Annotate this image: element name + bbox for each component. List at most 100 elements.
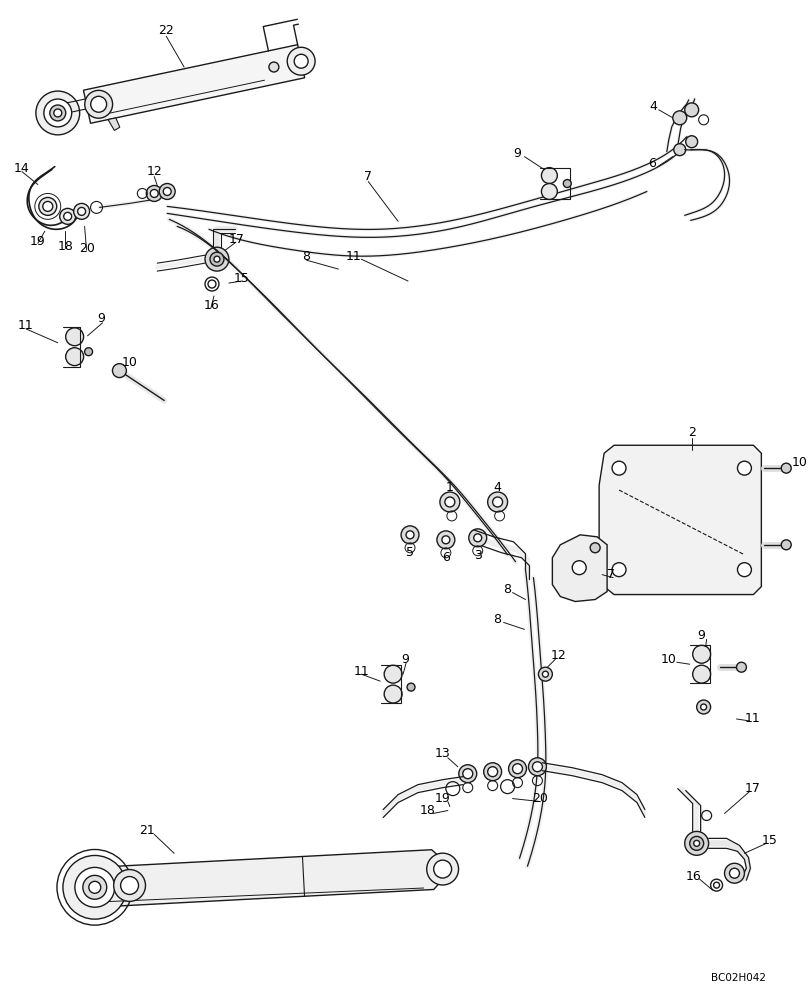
Circle shape bbox=[75, 867, 115, 907]
Text: 15: 15 bbox=[234, 272, 250, 285]
Circle shape bbox=[563, 180, 571, 187]
Circle shape bbox=[50, 105, 65, 121]
Circle shape bbox=[442, 536, 450, 544]
Text: 4: 4 bbox=[649, 100, 657, 113]
Circle shape bbox=[210, 252, 224, 266]
Text: 11: 11 bbox=[744, 712, 760, 725]
Text: 6: 6 bbox=[442, 551, 450, 564]
Circle shape bbox=[85, 348, 93, 356]
Text: 17: 17 bbox=[744, 782, 760, 795]
Circle shape bbox=[54, 109, 61, 117]
Text: 10: 10 bbox=[661, 653, 677, 666]
Circle shape bbox=[572, 561, 586, 575]
Text: 7: 7 bbox=[364, 170, 372, 183]
Circle shape bbox=[696, 700, 710, 714]
Circle shape bbox=[83, 875, 107, 899]
Text: 19: 19 bbox=[435, 792, 451, 805]
Circle shape bbox=[701, 704, 707, 710]
Circle shape bbox=[440, 492, 460, 512]
Circle shape bbox=[287, 47, 315, 75]
Circle shape bbox=[64, 212, 72, 220]
Circle shape bbox=[406, 531, 414, 539]
Circle shape bbox=[508, 760, 527, 778]
Text: 9: 9 bbox=[514, 147, 521, 160]
Text: 18: 18 bbox=[420, 804, 436, 817]
Circle shape bbox=[541, 184, 558, 199]
Circle shape bbox=[159, 184, 175, 199]
Circle shape bbox=[488, 492, 507, 512]
Circle shape bbox=[725, 863, 744, 883]
Circle shape bbox=[538, 667, 553, 681]
Circle shape bbox=[463, 769, 473, 779]
Circle shape bbox=[205, 247, 229, 271]
Text: 7: 7 bbox=[607, 568, 615, 581]
Circle shape bbox=[781, 463, 791, 473]
Circle shape bbox=[407, 683, 415, 691]
Text: 11: 11 bbox=[18, 319, 34, 332]
Circle shape bbox=[114, 870, 145, 901]
Text: 1: 1 bbox=[446, 481, 454, 494]
Circle shape bbox=[493, 497, 503, 507]
Circle shape bbox=[163, 187, 171, 195]
Circle shape bbox=[541, 168, 558, 184]
Circle shape bbox=[542, 671, 549, 677]
Text: 10: 10 bbox=[791, 456, 807, 469]
Text: 13: 13 bbox=[435, 747, 451, 760]
Circle shape bbox=[208, 280, 216, 288]
Text: 16: 16 bbox=[686, 870, 701, 883]
Circle shape bbox=[484, 763, 502, 781]
Circle shape bbox=[36, 91, 80, 135]
Polygon shape bbox=[600, 445, 761, 595]
Circle shape bbox=[590, 543, 600, 553]
Text: 6: 6 bbox=[648, 157, 656, 170]
Text: 19: 19 bbox=[30, 235, 45, 248]
Circle shape bbox=[684, 831, 709, 855]
Circle shape bbox=[738, 563, 751, 577]
Circle shape bbox=[445, 497, 455, 507]
Circle shape bbox=[63, 855, 127, 919]
Text: 14: 14 bbox=[14, 162, 30, 175]
Circle shape bbox=[89, 881, 101, 893]
Circle shape bbox=[738, 461, 751, 475]
Polygon shape bbox=[553, 535, 607, 602]
Circle shape bbox=[469, 529, 486, 547]
Text: 12: 12 bbox=[550, 649, 566, 662]
Circle shape bbox=[694, 840, 700, 846]
Circle shape bbox=[146, 186, 162, 201]
Circle shape bbox=[401, 526, 419, 544]
Circle shape bbox=[692, 645, 710, 663]
Circle shape bbox=[44, 99, 72, 127]
Text: 8: 8 bbox=[302, 250, 310, 263]
Text: 9: 9 bbox=[98, 312, 105, 325]
Text: 11: 11 bbox=[353, 665, 369, 678]
Text: 8: 8 bbox=[503, 583, 511, 596]
Text: 21: 21 bbox=[140, 824, 155, 837]
Circle shape bbox=[60, 208, 76, 224]
Circle shape bbox=[384, 665, 402, 683]
Circle shape bbox=[532, 762, 542, 772]
Circle shape bbox=[730, 868, 739, 878]
Circle shape bbox=[85, 90, 112, 118]
Text: 8: 8 bbox=[494, 613, 502, 626]
Circle shape bbox=[612, 461, 626, 475]
Text: 10: 10 bbox=[121, 356, 137, 369]
Circle shape bbox=[674, 144, 686, 156]
Circle shape bbox=[43, 201, 53, 211]
Circle shape bbox=[65, 348, 83, 366]
Text: 18: 18 bbox=[57, 240, 74, 253]
Circle shape bbox=[150, 189, 158, 197]
Circle shape bbox=[692, 665, 710, 683]
Circle shape bbox=[269, 62, 279, 72]
Text: 20: 20 bbox=[80, 242, 95, 255]
Text: 9: 9 bbox=[401, 653, 409, 666]
Circle shape bbox=[74, 203, 90, 219]
Text: 17: 17 bbox=[229, 233, 245, 246]
Circle shape bbox=[437, 531, 455, 549]
Circle shape bbox=[512, 764, 523, 774]
Text: 12: 12 bbox=[146, 165, 162, 178]
Circle shape bbox=[488, 767, 498, 777]
Text: 9: 9 bbox=[697, 629, 705, 642]
Circle shape bbox=[612, 563, 626, 577]
Circle shape bbox=[434, 860, 452, 878]
Circle shape bbox=[120, 877, 138, 894]
